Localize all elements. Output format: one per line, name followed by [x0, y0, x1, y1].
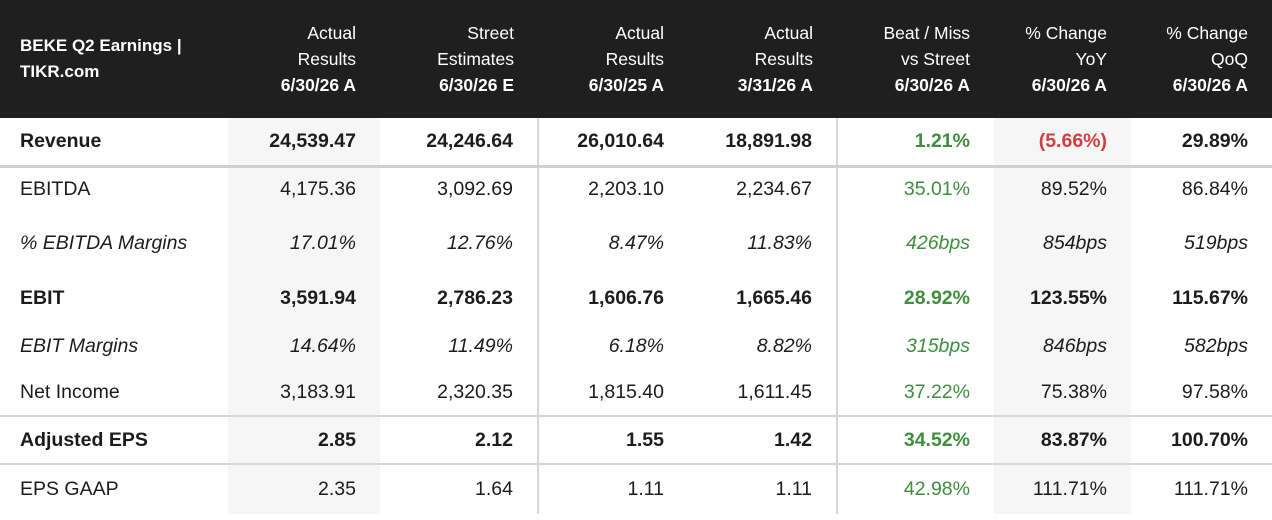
cell-value: 1.64 — [380, 463, 539, 514]
cell-value: (5.66%) — [994, 118, 1131, 166]
table-row-net-income: Net Income 3,183.91 2,320.35 1,815.40 1,… — [0, 370, 1272, 416]
cell-value: 2.35 — [228, 463, 380, 514]
cell-value: 42.98% — [837, 463, 994, 514]
cell-value: 4,175.36 — [228, 164, 380, 212]
col-header-beat-miss: Beat / Miss vs Street 6/30/26 A — [883, 23, 970, 95]
cell-value: 115.67% — [1172, 286, 1248, 309]
cell-value: 83.87% — [994, 415, 1131, 464]
row-label: EBIT — [20, 286, 65, 309]
table-title: BEKE Q2 Earnings | TIKR.com — [20, 36, 182, 81]
cell-value: 24,539.47 — [228, 118, 380, 166]
table-row-adjusted-eps: Adjusted EPS 2.85 2.12 1.55 1.42 34.52% … — [0, 415, 1272, 464]
cell-value: 28.92% — [903, 286, 970, 309]
cell-value: 29.89% — [1181, 129, 1248, 152]
cell-value: 2.12 — [380, 415, 539, 464]
cell-value: 1,606.76 — [588, 286, 664, 309]
cell-value: 86.84% — [1131, 164, 1272, 212]
row-label: Net Income — [20, 381, 120, 403]
col-header-actual-q1-26: Actual Results 3/31/26 A — [737, 23, 813, 95]
table-row-ebitda-margins: % EBITDA Margins 17.01% 12.76% 8.47% 11.… — [0, 212, 1272, 274]
cell-value: 34.52% — [837, 415, 994, 464]
col-header-change-yoy: % Change YoY 6/30/26 A — [1025, 23, 1107, 95]
table-row-ebit: EBIT 3,591.94 2,786.23 1,606.76 1,665.46… — [0, 274, 1272, 322]
cell-value: 1,815.40 — [588, 381, 664, 403]
cell-value: 854bps — [994, 212, 1131, 274]
table-row-revenue: Revenue 24,539.47 24,246.64 26,010.64 18… — [0, 118, 1272, 166]
cell-value: 3,591.94 — [228, 274, 380, 322]
cell-value: 26,010.64 — [577, 129, 664, 152]
cell-value: 123.55% — [994, 274, 1131, 322]
header-row: BEKE Q2 Earnings | TIKR.com Actual Result… — [0, 0, 1272, 118]
row-label: EBIT Margins — [20, 334, 139, 357]
col-header-actual-q2-26: Actual Results 6/30/26 A — [280, 23, 356, 95]
row-label: Adjusted EPS — [0, 415, 228, 464]
col-header-change-qoq: % Change QoQ 6/30/26 A — [1166, 23, 1248, 95]
cell-value: 35.01% — [837, 164, 994, 212]
cell-value: 24,246.64 — [380, 118, 539, 166]
row-label: % EBITDA Margins — [20, 231, 188, 254]
cell-value: 2,786.23 — [380, 274, 539, 322]
cell-value: 11.49% — [380, 322, 539, 370]
table-row-eps-gaap: EPS GAAP 2.35 1.64 1.11 1.11 42.98% 111.… — [0, 463, 1272, 514]
col-header-street-estimates: Street Estimates 6/30/26 E — [437, 23, 514, 95]
cell-value: 315bps — [906, 334, 970, 357]
cell-value: 111.71% — [994, 463, 1131, 514]
row-label: EPS GAAP — [0, 463, 228, 514]
cell-value: 2,234.67 — [688, 164, 838, 212]
cell-value: 582bps — [1184, 334, 1248, 357]
cell-value: 18,891.98 — [688, 118, 838, 166]
cell-value: 2,203.10 — [538, 164, 688, 212]
cell-value: 12.76% — [380, 212, 539, 274]
cell-value: 97.58% — [1181, 381, 1248, 403]
cell-value: 1,611.45 — [688, 370, 838, 416]
cell-value: 846bps — [994, 322, 1131, 370]
row-label: Revenue — [20, 129, 102, 152]
table-row-ebitda: EBITDA 4,175.36 3,092.69 2,203.10 2,234.… — [0, 164, 1272, 212]
row-label: EBITDA — [0, 164, 228, 212]
cell-value: 3,092.69 — [380, 164, 539, 212]
cell-value: 100.70% — [1131, 415, 1272, 464]
cell-value: 6.18% — [608, 334, 664, 357]
cell-value: 1.42 — [688, 415, 838, 464]
col-header-actual-q2-25: Actual Results 6/30/25 A — [588, 23, 664, 95]
cell-value: 37.22% — [903, 381, 970, 403]
cell-value: 1.11 — [688, 463, 838, 514]
cell-value: 426bps — [906, 231, 970, 254]
cell-value: 1.55 — [538, 415, 688, 464]
cell-value: 75.38% — [994, 370, 1131, 416]
cell-value: 89.52% — [994, 164, 1131, 212]
cell-value: 17.01% — [228, 212, 380, 274]
cell-value: 3,183.91 — [228, 370, 380, 416]
cell-value: 8.47% — [608, 231, 664, 254]
cell-value: 2.85 — [228, 415, 380, 464]
cell-value: 1,665.46 — [688, 274, 838, 322]
cell-value: 11.83% — [688, 212, 838, 274]
cell-value: 111.71% — [1131, 463, 1272, 514]
cell-value: 2,320.35 — [380, 370, 539, 416]
cell-value: 1.21% — [914, 129, 970, 152]
cell-value: 519bps — [1184, 231, 1248, 254]
cell-value: 8.82% — [688, 322, 838, 370]
cell-value: 1.11 — [538, 463, 688, 514]
cell-value: 14.64% — [228, 322, 380, 370]
table-row-ebit-margins: EBIT Margins 14.64% 11.49% 6.18% 8.82% 3… — [0, 322, 1272, 370]
